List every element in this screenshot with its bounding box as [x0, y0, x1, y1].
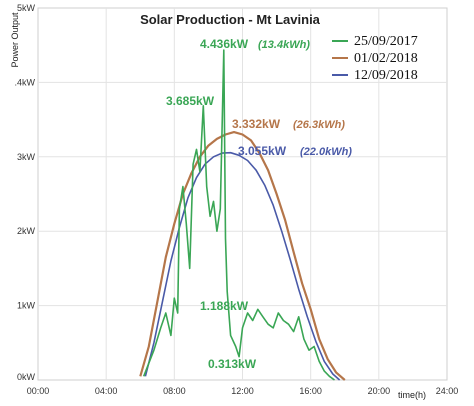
y-tick-label: 2kW — [17, 226, 36, 236]
annotation-4: (26.3kWh) — [293, 119, 345, 131]
x-tick-label: 24:00 — [436, 386, 459, 396]
y-axis-label-text: Power Output — [10, 12, 20, 68]
legend-entry-2: 12/09/2018 — [354, 68, 418, 83]
grid — [38, 8, 447, 380]
y-tick-labels: 0kW 1kW 2kW 3kW .4kW 5kW — [14, 3, 35, 382]
y-tick-label: 3kW — [17, 152, 36, 162]
x-tick-label: 16:00 — [299, 386, 322, 396]
chart-title: Solar Production - Mt Lavinia — [140, 12, 321, 27]
annotation-6: (22.0kWh) — [300, 146, 352, 158]
annotation-2: 3.685kW — [166, 94, 215, 108]
x-axis-label: time(h) — [398, 390, 426, 400]
x-tick-label: 08:00 — [163, 386, 186, 396]
annotation-0: 4.436kW — [200, 37, 249, 51]
annotation-7: 1.188kW — [200, 299, 249, 313]
annotation-5: 3.055kW — [238, 144, 287, 158]
x-tick-label: 20:00 — [368, 386, 391, 396]
y-axis-label: Power Output — [10, 12, 20, 68]
annotation-3: 3.332kW — [232, 117, 281, 131]
y-tick-label: 0kW — [17, 372, 36, 382]
x-tick-labels: 00:00 04:00 08:00 12:00 16:00 20:00 24:00 — [27, 386, 459, 396]
annotation-1: (13.4kWh) — [258, 39, 310, 51]
x-tick-label: 00:00 — [27, 386, 50, 396]
y-tick-label: 5kW — [17, 3, 36, 13]
series-line-1 — [139, 131, 346, 381]
annotations: 4.436kW (13.4kWh) 3.685kW 3.332kW (26.3kWh) 3… — [166, 37, 352, 371]
series-line-0 — [142, 49, 335, 381]
x-tick-label: 04:00 — [95, 386, 118, 396]
y-tick-label: 1kW — [17, 301, 36, 311]
legend-entry-0: 25/09/2017 — [354, 34, 418, 49]
y-tick-label: .4kW — [14, 77, 35, 87]
x-tick-label: 12:00 — [231, 386, 254, 396]
series-lines — [139, 49, 346, 381]
legend-entry-1: 01/02/2018 — [354, 51, 418, 66]
series-line-2 — [144, 151, 341, 381]
annotation-8: 0.313kW — [208, 357, 257, 371]
legend: 25/09/2017 01/02/2018 12/09/2018 — [332, 34, 418, 83]
